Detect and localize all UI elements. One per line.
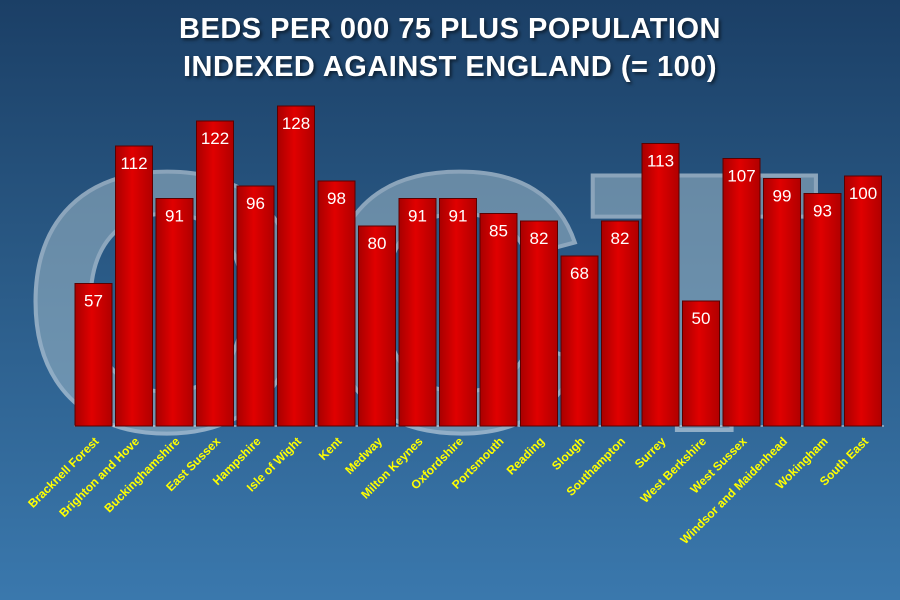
value-label: 128 [282,114,310,133]
bar-wokingham [803,193,842,427]
bar-slough [560,255,599,427]
bar-milton-keynes [398,198,437,427]
value-label: 82 [530,229,549,248]
value-label: 68 [570,264,589,283]
bar-portsmouth [479,213,518,427]
bar-windsor-and-maidenhead [763,178,801,427]
value-label: 122 [201,129,229,148]
bar-east-sussex [196,120,234,427]
value-label: 96 [246,194,265,213]
value-label: 57 [84,292,103,311]
bar-west-berkshire [682,300,720,427]
value-label: 112 [120,154,147,173]
value-label: 80 [368,234,387,253]
bar-hampshire [236,185,275,427]
bars-group [74,105,882,427]
value-label: 85 [489,222,508,241]
value-label: 98 [327,189,346,208]
value-label: 100 [849,184,877,203]
value-label: 93 [813,202,832,221]
bar-southampton [601,220,639,427]
bar-medway [358,225,396,427]
value-label: 82 [611,229,630,248]
value-label: 113 [647,152,674,171]
bar-brighton-and-hove [115,145,153,427]
value-label: 91 [165,207,184,226]
bar-west-sussex [722,158,761,427]
bar-bracknell-forest [74,283,113,427]
value-label: 91 [408,207,427,226]
bar-buckinghamshire [155,198,194,427]
title-line-1: BEDS PER 000 75 PLUS POPULATION [179,13,721,45]
value-label: 99 [773,187,792,206]
value-labels-group: 57 112 91 122 96 128 98 80 91 91 85 82 68 82 113 50 107 9… [84,114,877,328]
bar-isle-of-wight [277,105,315,427]
bar-south-east [844,175,882,427]
value-label: 50 [692,309,711,328]
bar-oxfordshire [439,198,477,427]
chart-title: BEDS PER 000 75 PLUS POPULATION INDEXED … [0,10,900,86]
bar-surrey [641,143,680,427]
title-line-2: INDEXED AGAINST ENGLAND (= 100) [182,51,718,83]
value-label: 107 [727,167,755,186]
bar-reading [520,220,558,427]
value-label: 91 [449,207,468,226]
bar-kent [317,180,356,427]
